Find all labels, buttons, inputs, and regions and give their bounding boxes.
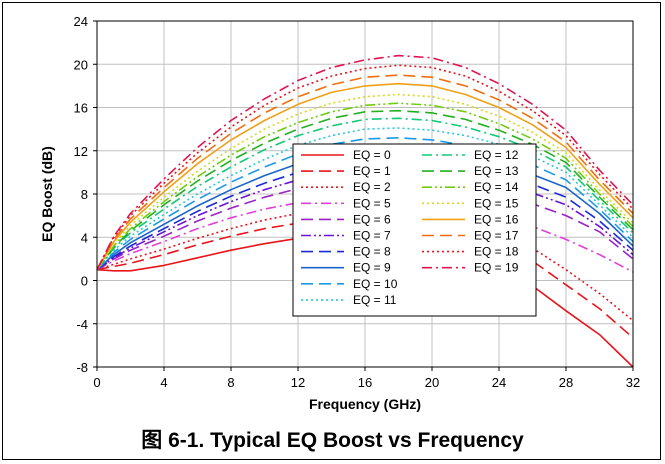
legend-label: EQ = 14 — [474, 180, 519, 194]
x-tick-label: 32 — [626, 375, 640, 390]
legend-label: EQ = 15 — [474, 196, 519, 210]
x-axis-title: Frequency (GHz) — [309, 396, 421, 412]
legend-label: EQ = 19 — [474, 261, 519, 275]
figure-caption: 图 6-1. Typical EQ Boost vs Frequency — [141, 429, 524, 452]
legend-label: EQ = 2 — [353, 180, 391, 194]
y-tick-label: 24 — [74, 14, 88, 29]
legend-label: EQ = 17 — [474, 229, 519, 243]
x-tick-label: 24 — [492, 375, 506, 390]
y-tick-label: 8 — [81, 187, 88, 202]
x-tick-label: 8 — [227, 375, 234, 390]
series-line — [96, 93, 634, 271]
y-tick-label: 0 — [81, 274, 88, 289]
series-line — [96, 109, 634, 271]
x-tick-label: 4 — [160, 375, 167, 390]
legend-label: EQ = 5 — [353, 196, 391, 210]
y-tick-label: 20 — [74, 57, 88, 72]
x-tick-label: 16 — [358, 375, 372, 390]
series-line — [96, 208, 634, 322]
legend-label: EQ = 11 — [353, 293, 397, 307]
series-line — [96, 180, 634, 271]
x-tick-label: 12 — [291, 375, 305, 390]
y-tick-label: -4 — [76, 317, 88, 332]
y-tick-label: 12 — [74, 144, 88, 159]
series-line — [96, 74, 634, 271]
y-tick-label: 16 — [74, 101, 88, 116]
series-line — [96, 127, 634, 271]
series-line — [96, 137, 634, 271]
y-tick-label: 4 — [81, 230, 88, 245]
legend-label: EQ = 9 — [353, 261, 391, 275]
legend-label: EQ = 6 — [353, 212, 391, 226]
y-tick-label: -8 — [76, 360, 88, 375]
legend-label: EQ = 1 — [353, 164, 391, 178]
x-tick-label: 20 — [425, 375, 439, 390]
y-axis-title: EQ Boost (dB) — [39, 146, 55, 242]
series-line — [96, 54, 634, 271]
legend-label: EQ = 16 — [474, 212, 519, 226]
legend-label: EQ = 18 — [474, 245, 519, 259]
legend-label: EQ = 8 — [353, 245, 391, 259]
legend-label: EQ = 13 — [474, 164, 519, 178]
legend-label: EQ = 12 — [474, 148, 519, 162]
legend-label: EQ = 0 — [353, 148, 391, 162]
legend-label: EQ = 10 — [353, 277, 398, 291]
x-tick-label: 0 — [93, 375, 100, 390]
legend-label: EQ = 7 — [353, 229, 391, 243]
series-line — [96, 102, 634, 271]
legend-box — [292, 143, 537, 317]
series-line — [96, 117, 634, 271]
series-line — [96, 82, 634, 271]
x-tick-label: 28 — [559, 375, 573, 390]
